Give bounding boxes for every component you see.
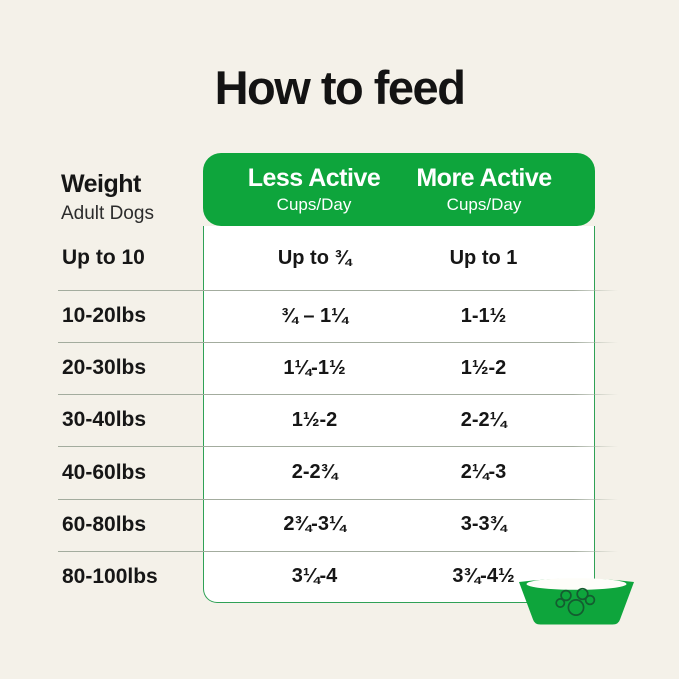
page-title: How to feed	[214, 61, 466, 114]
table-row: ¾ – 1¼ 1-1½	[230, 290, 568, 342]
weight-row: 20-30lbs	[62, 342, 202, 394]
weight-label: 30-40lbs	[62, 408, 147, 432]
dog-bowl-icon	[519, 578, 634, 625]
weight-row: 10-20lbs	[62, 290, 202, 342]
table-row: 3¼-4 3¾-4½	[230, 550, 568, 602]
less-active-sublabel: Cups/Day	[276, 195, 352, 214]
table-row: 2¾-3¼ 3-3¾	[230, 498, 568, 550]
weight-column-header: Weight Adult Dogs	[61, 170, 154, 225]
table-row: 1¼-1½ 1½-2	[230, 342, 568, 394]
weight-label: 20-30lbs	[62, 356, 147, 380]
weight-column: Up to 10 10-20lbs 20-30lbs 30-40lbs 40-6…	[62, 226, 202, 603]
row-divider	[58, 446, 618, 447]
more-active-value: 3¾-4½	[452, 564, 515, 587]
weight-row: 80-100lbs	[62, 551, 202, 603]
column-header-less-active: Less Active Cups/Day	[229, 164, 399, 215]
more-active-value: 1½-2	[460, 356, 507, 379]
row-divider	[58, 499, 618, 500]
weight-label: Up to 10	[62, 246, 145, 269]
row-divider	[58, 342, 618, 343]
more-active-label: More Active	[416, 164, 552, 192]
weight-label: 80-100lbs	[62, 564, 158, 588]
more-active-sublabel: Cups/Day	[446, 195, 522, 214]
column-header-more-active: More Active Cups/Day	[399, 164, 569, 215]
weight-label: 60-80lbs	[62, 512, 147, 536]
table-row: Up to ¾ Up to 1	[230, 226, 568, 290]
table-row: 2-2¾ 2¼-3	[230, 446, 568, 498]
weight-header-sublabel: Adult Dogs	[61, 203, 154, 224]
table-row: 1½-2 2-2¼	[230, 394, 568, 446]
row-divider	[58, 394, 618, 395]
less-active-value: 1¼-1½	[283, 356, 346, 379]
weight-header-label: Weight	[61, 170, 141, 198]
weight-label: 40-60lbs	[62, 460, 147, 484]
paw-print-icon	[555, 587, 596, 616]
row-divider	[58, 290, 618, 291]
less-active-value: 1½-2	[291, 408, 338, 431]
more-active-value: 1-1½	[460, 304, 507, 327]
less-active-value: 2-2¾	[291, 460, 338, 483]
weight-row: 30-40lbs	[62, 394, 202, 446]
weight-row: 60-80lbs	[62, 499, 202, 551]
less-active-value: Up to ¾	[277, 246, 352, 269]
less-active-value: ¾ – 1¼	[281, 304, 348, 327]
row-divider	[58, 551, 618, 552]
less-active-value: 3¼-4	[291, 564, 338, 587]
table-header: Less Active Cups/Day More Active Cups/Da…	[203, 153, 595, 226]
less-active-label: Less Active	[247, 164, 381, 192]
more-active-value: 3-3¾	[460, 512, 507, 535]
more-active-value: 2-2¼	[460, 408, 507, 431]
more-active-value: 2¼-3	[460, 460, 507, 483]
weight-label: 10-20lbs	[62, 304, 147, 328]
less-active-value: 2¾-3¼	[283, 512, 346, 535]
weight-row: Up to 10	[62, 226, 202, 290]
more-active-value: Up to 1	[449, 246, 518, 269]
weight-row: 40-60lbs	[62, 447, 202, 499]
table-body: Up to ¾ Up to 1 ¾ – 1¼ 1-1½ 1¼-1½ 1½-2 1…	[203, 226, 595, 603]
